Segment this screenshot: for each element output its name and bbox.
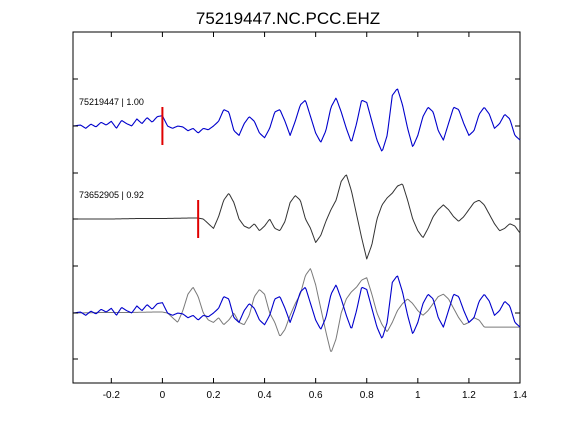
plot-frame [72, 31, 521, 384]
x-tick-label: 0 [160, 390, 166, 401]
plot-area: 75219447 | 1.00 73652905 | 0.92 -0.2 0 0.2… [72, 31, 527, 401]
chart-title: 75219447.NC.PCC.EHZ [196, 9, 380, 28]
x-tick-label: 1.2 [462, 390, 476, 401]
trace-label-template: 73652905 | 0.92 [79, 190, 144, 200]
x-tick-label: 1.4 [513, 390, 527, 401]
x-tick-label: 0.6 [309, 390, 323, 401]
trace-line-template [73, 174, 521, 260]
ticks-layer: -0.2 0 0.2 0.4 0.6 0.8 1 1.2 1.4 [73, 32, 527, 401]
x-tick-label: 0.2 [207, 390, 221, 401]
trace-line-target [72, 88, 521, 152]
x-tick-label: -0.2 [103, 390, 121, 401]
x-tick-label: 0.4 [258, 390, 272, 401]
x-tick-label: 1 [415, 390, 421, 401]
overlay-line-template [73, 268, 520, 352]
overlay-line-target [72, 275, 521, 339]
x-tick-label: 0.8 [360, 390, 374, 401]
trace-label-target: 75219447 | 1.00 [79, 97, 144, 107]
trace-labels-layer: 75219447 | 1.00 73652905 | 0.92 [79, 97, 144, 200]
traces-layer [72, 88, 521, 352]
